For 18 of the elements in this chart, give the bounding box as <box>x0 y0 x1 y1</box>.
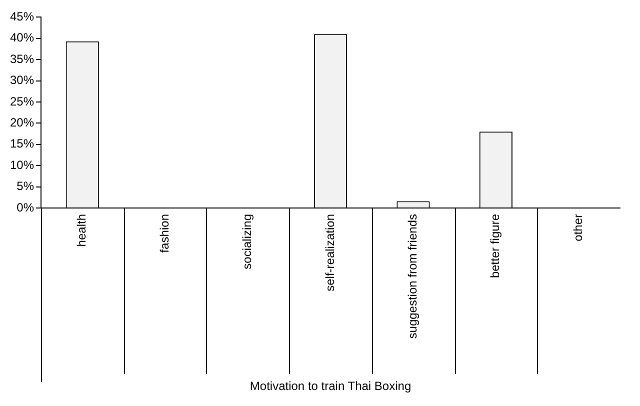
x-axis-title: Motivation to train Thai Boxing <box>250 379 412 394</box>
y-tick-label: 0% <box>16 200 34 214</box>
x-tick-label: fashion <box>157 214 172 253</box>
x-tick-label: self-realization <box>322 214 337 292</box>
y-tick-label: 5% <box>16 179 34 194</box>
x-tick-label: health <box>74 214 89 247</box>
y-tick-label: 30% <box>10 73 34 88</box>
x-tick-label: better figure <box>488 214 502 278</box>
x-tick-label: socializing <box>240 214 254 270</box>
x-tick-label: other <box>570 214 585 242</box>
y-tick-label: 25% <box>10 94 34 108</box>
y-tick-label: 35% <box>10 52 34 66</box>
y-tick-label: 10% <box>10 158 34 172</box>
y-tick-label: 20% <box>10 116 34 130</box>
y-tick-label: 40% <box>10 30 34 45</box>
x-tick-label: suggestion from friends <box>406 214 420 339</box>
y-tick-label: 15% <box>10 136 34 151</box>
y-tick-label: 45% <box>10 10 34 24</box>
